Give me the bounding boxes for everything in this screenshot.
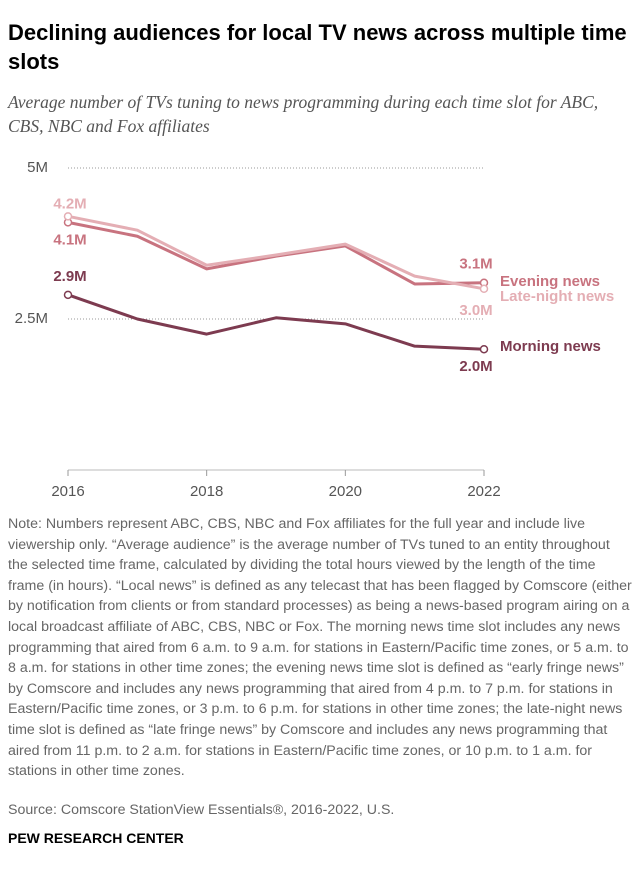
x-tick-label: 2018 <box>190 483 223 500</box>
chart-subtitle: Average number of TVs tuning to news pro… <box>8 92 599 136</box>
chart: 2.5M 5M 2016 2018 2020 2022 4.1M 3.1M Evening ne… <box>15 159 615 500</box>
x-tick-label: 2022 <box>467 483 500 500</box>
point-marker <box>479 344 489 354</box>
point-marker <box>63 290 73 300</box>
x-tick-label: 2020 <box>329 483 362 500</box>
data-label: 3.1M <box>459 256 492 273</box>
source: Source: Comscore StationView Essentials®… <box>8 802 395 818</box>
point-marker <box>63 212 73 221</box>
legend-label: Late-night news <box>500 288 614 305</box>
y-tick-label: 5M <box>27 159 48 176</box>
x-tick-label: 2016 <box>51 483 84 500</box>
data-label: 4.1M <box>53 231 86 248</box>
series-line <box>67 293 485 351</box>
data-label: 2.9M <box>53 268 86 285</box>
y-tick-label: 2.5M <box>15 310 48 327</box>
legend-label: Morning news <box>500 338 601 355</box>
data-label: 3.0M <box>459 302 492 319</box>
data-label: 4.2M <box>53 195 86 212</box>
data-label: 2.0M <box>459 358 492 375</box>
legend-label: Evening news <box>500 273 600 290</box>
point-marker <box>479 284 489 294</box>
series-line <box>67 220 485 286</box>
footer: PEW RESEARCH CENTER <box>8 830 184 846</box>
note: Note: Numbers represent ABC, CBS, NBC an… <box>8 516 632 780</box>
chart-title: Declining audiences for local TV news ac… <box>8 20 627 74</box>
series-line <box>67 214 485 291</box>
